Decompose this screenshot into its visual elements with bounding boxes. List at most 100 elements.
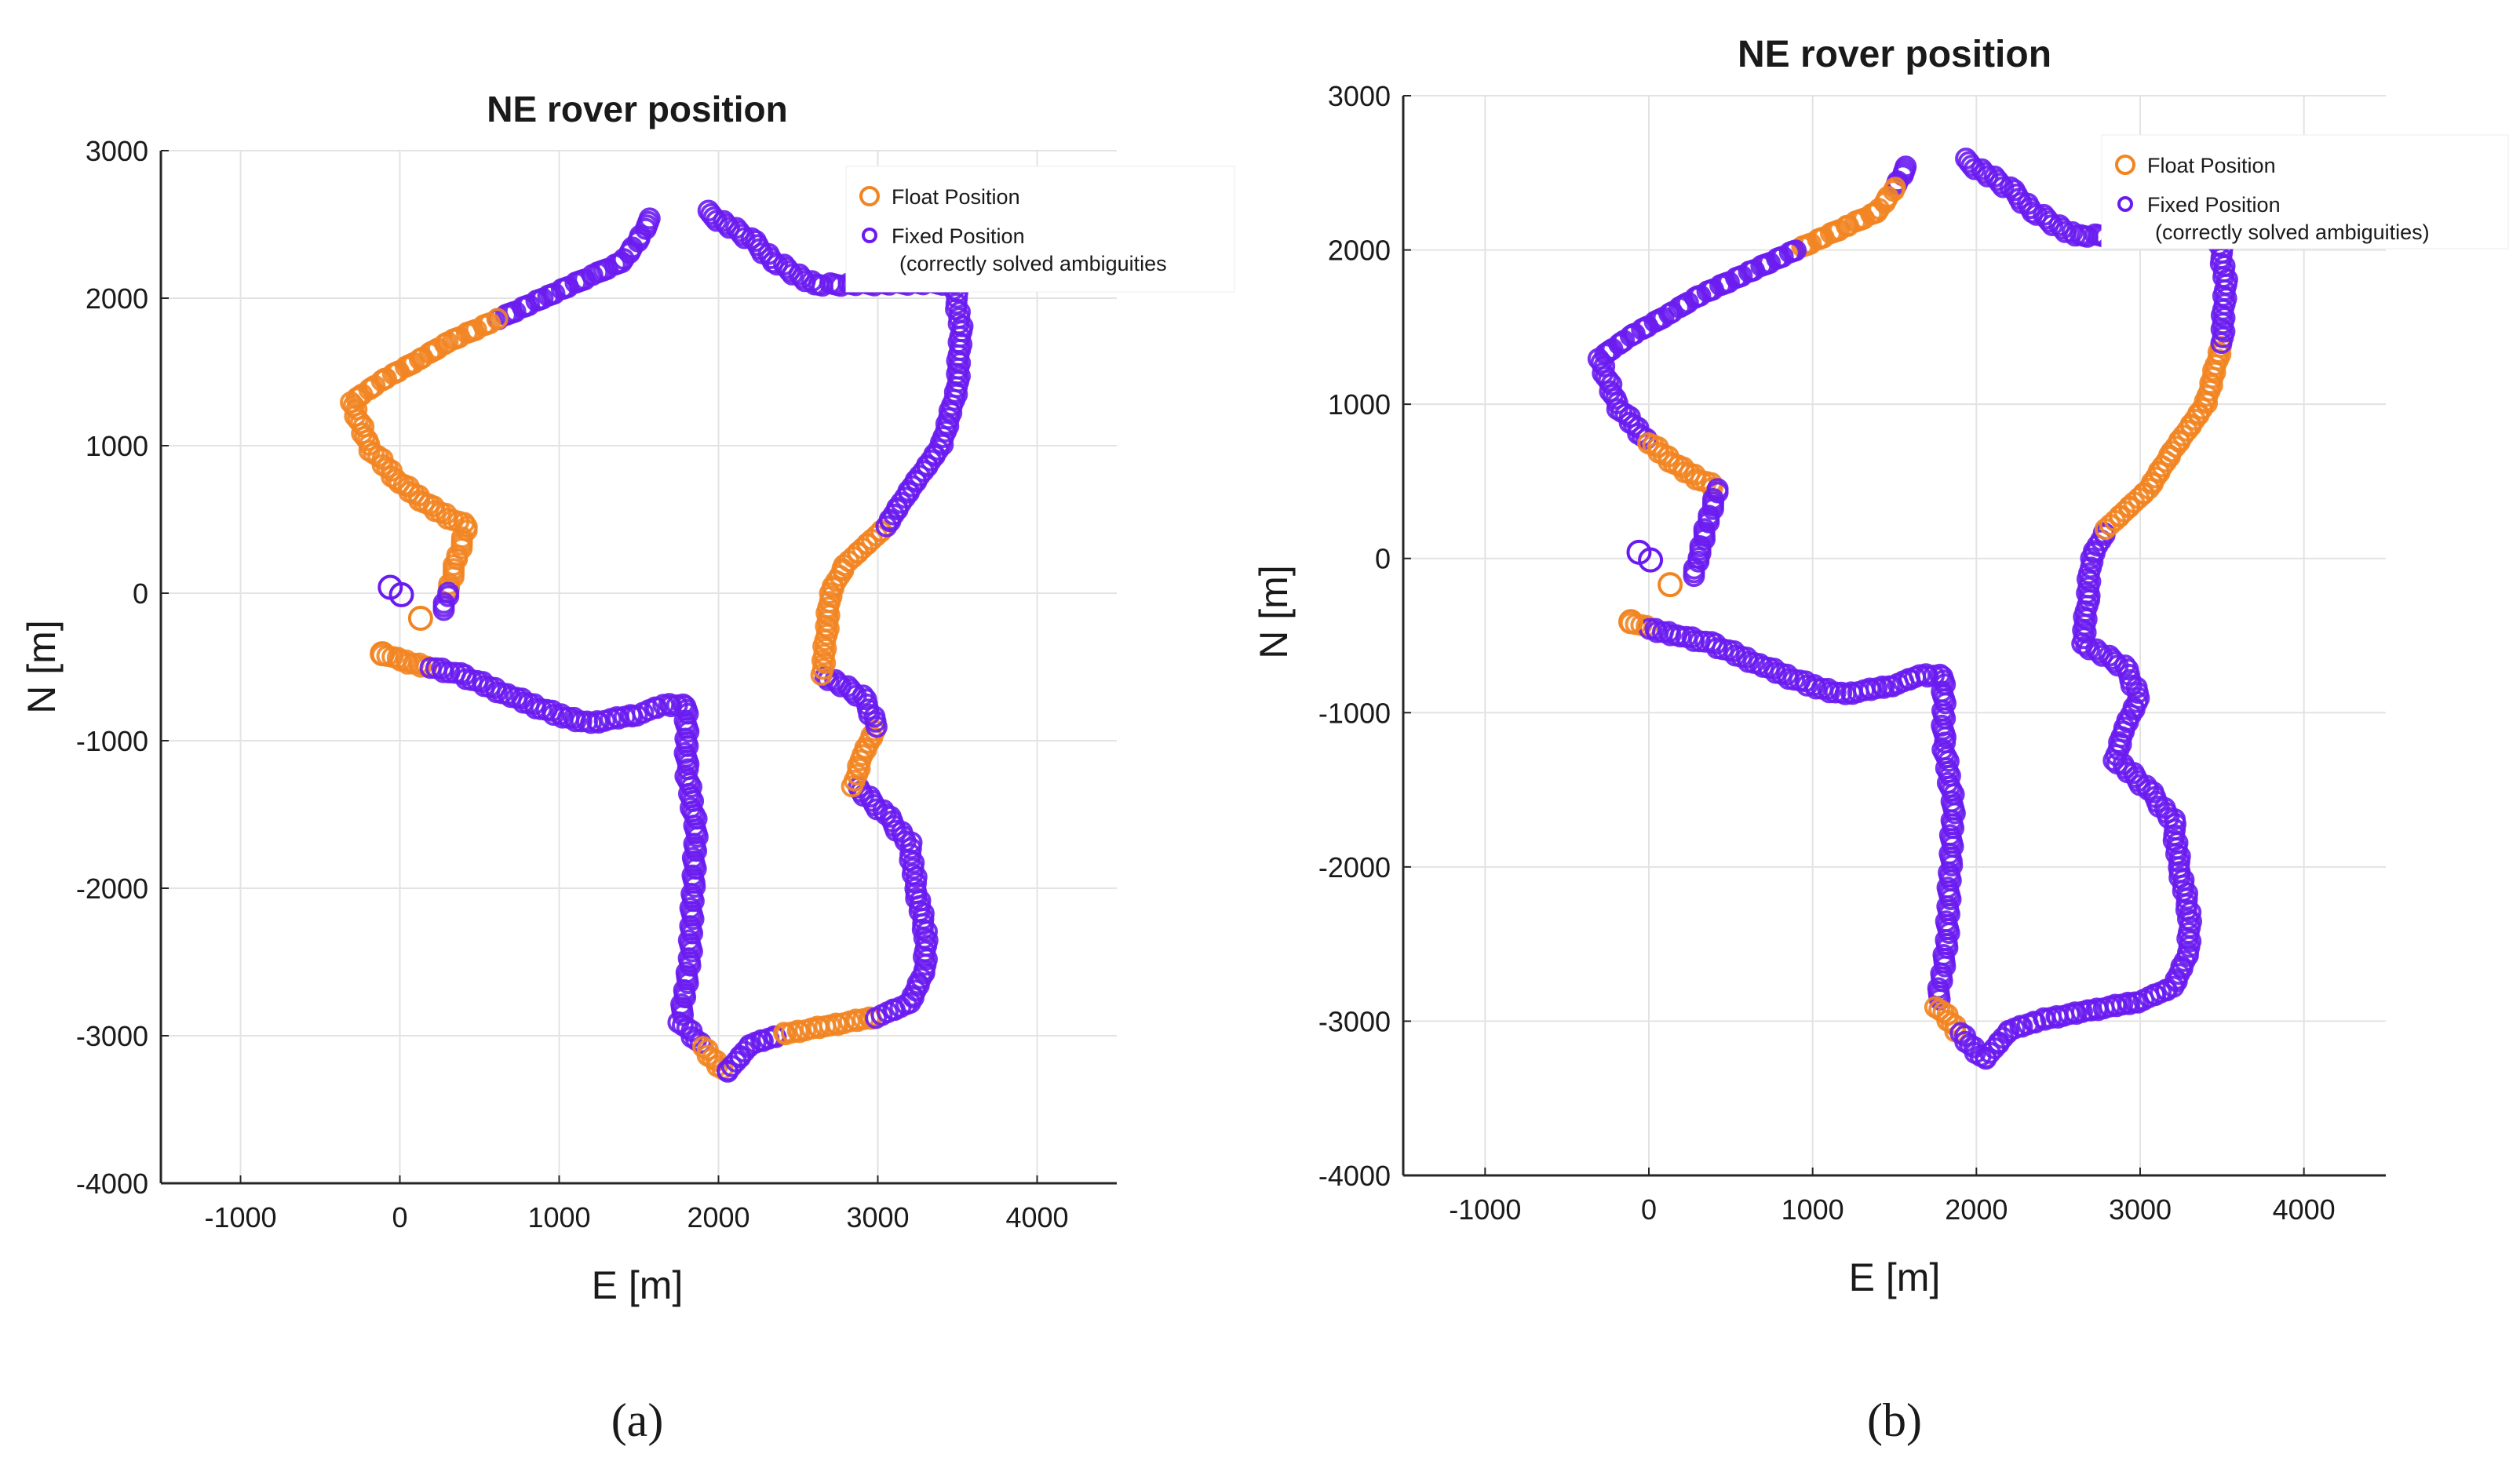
legend-b: Float Position Fixed Position (correctly…	[2101, 134, 2509, 250]
legend-fixed-marker-b	[2117, 196, 2133, 212]
fixed-position-marker	[773, 253, 796, 276]
fixed-position-marker	[718, 217, 741, 239]
y-tick-label: -3000	[76, 1020, 148, 1052]
legend-fixed-note-b: (correctly solved ambiguities)	[2155, 220, 2430, 244]
y-tick-label: -4000	[76, 1168, 148, 1200]
x-tick-label: 0	[392, 1201, 407, 1233]
y-tick-label: -1000	[1318, 697, 1391, 729]
fixed-position-marker	[2038, 210, 2061, 233]
y-axis-label-b: N [m]	[1252, 565, 1296, 658]
x-tick-label: 2000	[687, 1201, 749, 1233]
fixed-position-marker	[2048, 214, 2071, 237]
fixed-position-marker	[713, 210, 735, 232]
fixed-position-marker	[725, 217, 748, 239]
x-axis-label-b: E [m]	[1849, 1255, 1941, 1299]
float-position-marker	[370, 641, 396, 667]
float-position-marker	[1658, 572, 1683, 598]
legend-fixed-marker-a	[862, 228, 877, 243]
fixed-position-marker	[1796, 674, 1818, 697]
fixed-position-marker	[2064, 224, 2087, 247]
legend-fixed-label-a: Fixed Position	[892, 224, 1025, 248]
axes-b: -1000 0 1000 2000 3000 4000 3000 2000 1000 0 -1000…	[1318, 80, 2386, 1226]
legend-float-marker-b	[2115, 155, 2135, 175]
fixed-position-marker	[852, 684, 874, 707]
fixed-position-marker	[2103, 651, 2126, 673]
legend-box-a	[845, 166, 1235, 293]
fixed-position-marker	[855, 688, 877, 711]
fixed-position-marker	[2213, 320, 2236, 343]
fixed-position-marker	[432, 599, 455, 621]
x-tick-label: 1000	[1782, 1193, 1844, 1226]
fixed-position-marker	[1597, 370, 1620, 392]
x-tick-label: 2000	[1945, 1193, 2008, 1226]
fixed-position-marker	[1638, 547, 1664, 573]
fixed-position-marker	[1818, 681, 1841, 704]
fixed-position-marker	[842, 681, 865, 704]
fixed-position-marker	[388, 581, 414, 607]
fixed-position-marker	[2113, 654, 2136, 677]
fixed-position-marker	[779, 260, 801, 282]
y-tick-label: -4000	[1318, 1160, 1391, 1192]
fixed-position-marker	[731, 224, 753, 246]
fixed-position-marker	[830, 675, 852, 698]
fixed-position-marker	[1590, 352, 1613, 374]
fixed-position-marker	[2054, 220, 2077, 243]
fixed-position-marker	[837, 675, 859, 698]
fixed-position-marker	[949, 365, 971, 388]
y-tick-label: 2000	[86, 282, 148, 315]
float-position-marker	[815, 637, 837, 660]
fixed-position-marker	[2035, 207, 2058, 230]
legend-fixed-note-a: (correctly solved ambiguities	[899, 252, 1167, 275]
fixed-position-marker	[2091, 644, 2113, 667]
float-position-marker	[817, 618, 840, 640]
fixed-position-marker	[826, 672, 849, 694]
legend-float-label-a: Float Position	[892, 185, 1020, 209]
fixed-position-marker	[2061, 220, 2084, 243]
fixed-position-marker	[2101, 647, 2124, 670]
y-tick-label: 0	[133, 578, 148, 610]
float-position-marker	[1618, 609, 1644, 635]
fixed-position-marker	[2051, 217, 2073, 240]
y-tick-label: 2000	[1328, 235, 1391, 267]
fixed-position-marker	[542, 704, 565, 726]
chart-panel-a: -1000 0 1000 2000 3000 4000 3000 2000 1000 0 -1000…	[20, 89, 1235, 1446]
legend-float-label-b: Float Position	[2147, 154, 2276, 177]
legend-float-marker-a	[859, 186, 880, 206]
fixed-position-marker	[1957, 151, 1980, 173]
y-tick-label: -2000	[76, 873, 148, 905]
fixed-position-marker	[2085, 638, 2108, 661]
y-tick-label: -1000	[76, 725, 148, 757]
chart-title-b: NE rover position	[1738, 34, 2051, 75]
plot-area-a	[161, 151, 1117, 1183]
fixed-position-marker	[791, 267, 814, 290]
fixed-position-marker	[800, 270, 823, 293]
fixed-position-marker	[728, 220, 750, 242]
chart-panel-b: -1000 0 1000 2000 3000 4000 3000 2000 1000 0 -1000…	[1252, 34, 2509, 1446]
float-position-marker	[814, 652, 837, 675]
fixed-position-marker	[804, 273, 826, 296]
fixed-position-marker	[2078, 585, 2101, 607]
track-markers-b	[1587, 148, 2238, 1070]
panel-label-b: (b)	[1867, 1394, 1922, 1446]
fixed-position-marker	[1955, 148, 1978, 170]
fixed-position-marker	[2088, 641, 2110, 664]
fixed-position-marker	[788, 263, 811, 286]
fixed-position-marker	[715, 213, 738, 235]
x-tick-label: 4000	[1005, 1201, 1068, 1233]
fixed-position-marker	[700, 202, 723, 225]
x-axis-label-a: E [m]	[592, 1263, 684, 1307]
x-tick-label: 0	[1641, 1193, 1657, 1226]
fixed-position-marker	[793, 270, 816, 293]
fixed-position-marker	[740, 227, 763, 250]
y-tick-label: 3000	[1328, 80, 1391, 112]
x-tick-label: 3000	[846, 1201, 909, 1233]
x-tick-label: -1000	[204, 1201, 276, 1233]
x-tick-label: 3000	[2109, 1193, 2172, 1226]
fixed-position-marker	[1683, 565, 1705, 588]
fixed-position-marker	[775, 257, 798, 279]
float-position-marker	[2201, 373, 2223, 396]
track-markers-a	[340, 199, 974, 1083]
y-tick-label: 0	[1375, 543, 1391, 575]
chart-title-a: NE rover position	[487, 89, 787, 129]
